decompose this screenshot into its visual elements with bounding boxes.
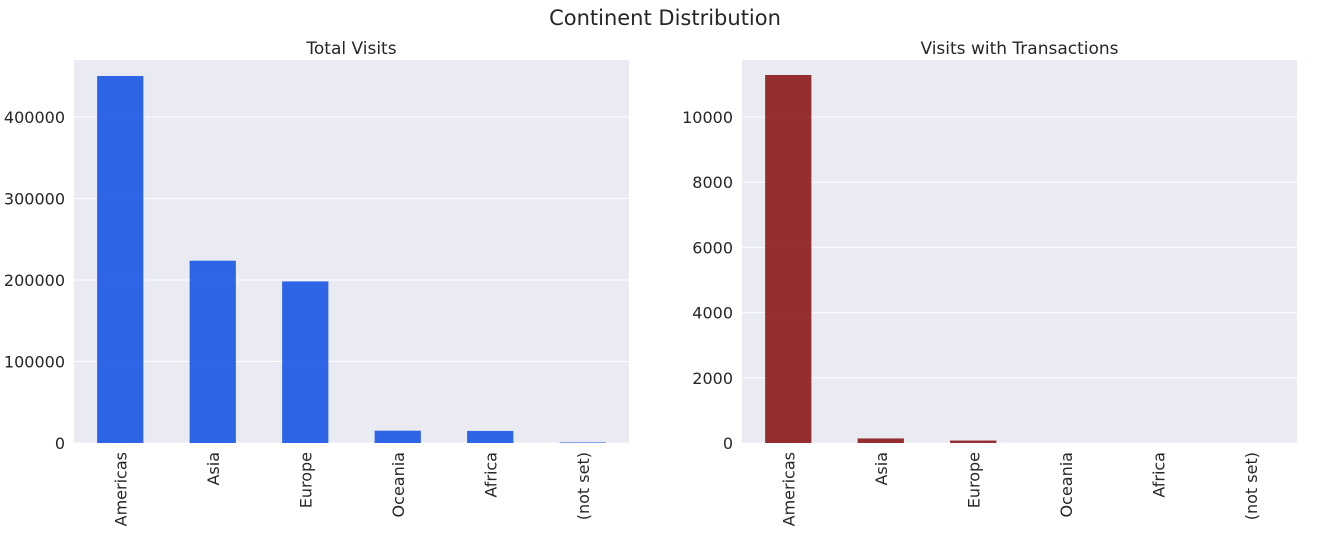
total-visits-x-tick-label-europe: Europe bbox=[296, 452, 315, 508]
total-visits-y-tick-label: 0 bbox=[55, 434, 65, 453]
transactions-y-tick-label: 6000 bbox=[692, 238, 733, 257]
total-visits-x-tick-label-americas: Americas bbox=[111, 452, 130, 526]
total-visits-y-tick-label: 200000 bbox=[4, 271, 65, 290]
transactions-bar-europe bbox=[950, 440, 997, 443]
transactions-y-tick-label: 10000 bbox=[682, 108, 733, 127]
total-visits-bar-americas bbox=[97, 75, 144, 443]
transactions-x-tick-label-americas: Americas bbox=[779, 452, 798, 526]
transactions-x-tick-label-africa: Africa bbox=[1149, 452, 1168, 498]
transactions-y-tick-label: 4000 bbox=[692, 304, 733, 323]
total-visits-y-tick-label: 100000 bbox=[4, 353, 65, 372]
total-visits-bar-oceania bbox=[374, 430, 421, 443]
total-visits-x-tick-label-asia: Asia bbox=[204, 452, 223, 486]
total-visits-y-tick-label: 300000 bbox=[4, 190, 65, 209]
transactions-y-tick-label: 2000 bbox=[692, 369, 733, 388]
transactions-x-tick-label-asia: Asia bbox=[872, 452, 891, 486]
transactions-x-tick-label-oceania: Oceania bbox=[1057, 452, 1076, 517]
transactions-bar-asia bbox=[857, 438, 904, 443]
total-visits-plot-area bbox=[74, 60, 629, 443]
transactions-bar-americas bbox=[765, 74, 812, 443]
figure-title: Continent Distribution bbox=[549, 6, 781, 30]
total-visits-subplot-title: Total Visits bbox=[305, 39, 396, 59]
transactions-y-tick-label: 0 bbox=[723, 434, 733, 453]
chart-total-visits: 0 100000 200000 300000 400000 Americas Asia Eur… bbox=[4, 39, 629, 526]
transactions-subplot-title: Visits with Transactions bbox=[920, 39, 1118, 59]
total-visits-bar-asia bbox=[189, 260, 236, 443]
total-visits-x-tick-label-africa: Africa bbox=[481, 452, 500, 498]
total-visits-y-tick-label: 400000 bbox=[4, 108, 65, 127]
transactions-x-tick-label-europe: Europe bbox=[964, 452, 983, 508]
transactions-x-tick-label-not-set: (not set) bbox=[1242, 452, 1261, 520]
total-visits-bar-europe bbox=[282, 281, 329, 443]
transactions-y-tick-label: 8000 bbox=[692, 173, 733, 192]
total-visits-bar-africa bbox=[467, 430, 514, 443]
total-visits-bar-not-set bbox=[559, 442, 606, 443]
chart-visits-with-transactions: 0 2000 4000 6000 8000 10000 Americas Asia Europe… bbox=[682, 39, 1297, 526]
transactions-plot-area bbox=[742, 60, 1297, 443]
total-visits-x-tick-label-oceania: Oceania bbox=[389, 452, 408, 517]
total-visits-x-tick-label-not-set: (not set) bbox=[574, 452, 593, 520]
